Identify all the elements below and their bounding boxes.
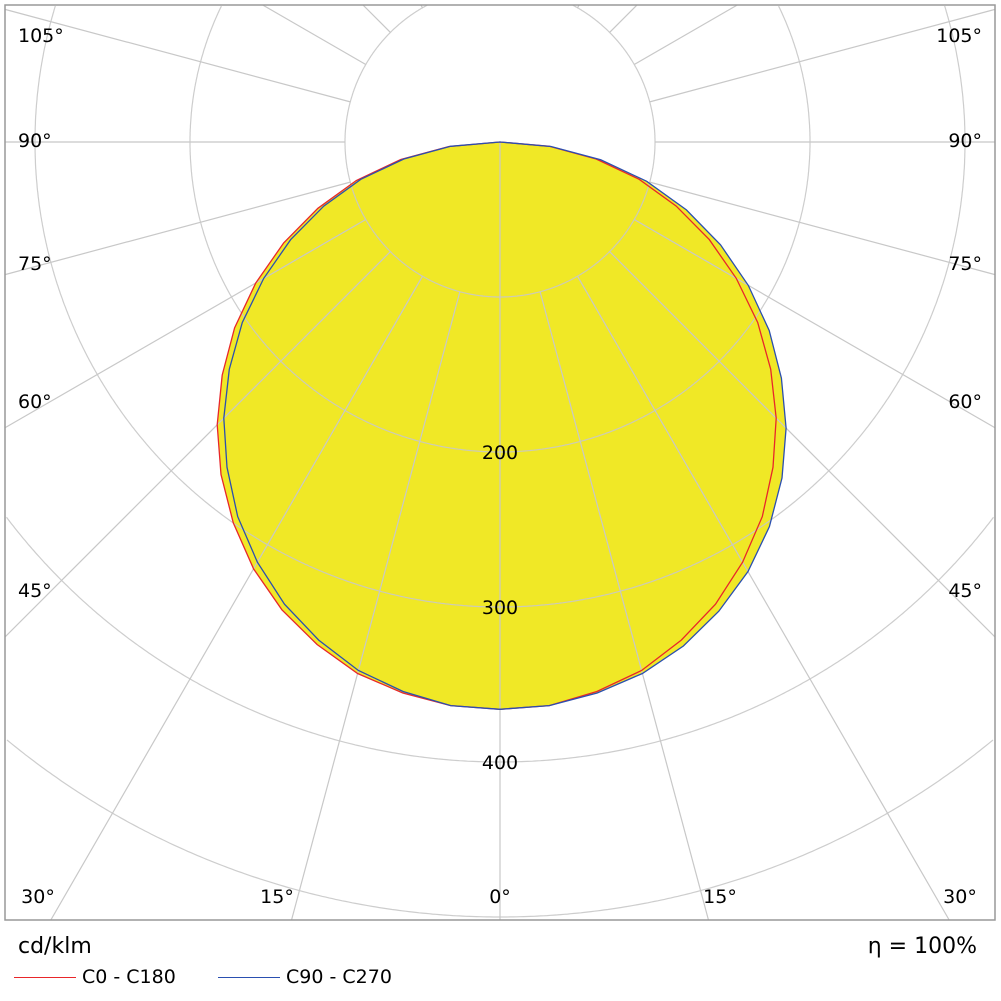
legend-label: C90 - C270 [286,966,392,988]
grid-radial-line [262,4,367,66]
radial-tick-label: 200 [482,442,518,464]
angle-label: 105° [936,25,982,47]
angle-label: 60° [18,391,52,413]
grid-radial-line [633,218,996,429]
grid-radial-line [609,4,638,33]
grid-radial-line [4,8,351,103]
angle-label: 75° [18,253,52,275]
grid-radial-line [576,275,950,921]
angle-label: 75° [948,253,982,275]
angle-label: 30° [21,886,55,908]
angle-label: 0° [489,886,511,908]
radial-tick-label: 400 [482,752,518,774]
unit-label: cd/klm [18,934,92,959]
angle-label: 45° [18,580,52,602]
grid-circle [344,4,656,298]
angle-label: 90° [948,130,982,152]
angle-label: 45° [948,580,982,602]
intensity-fill [217,142,787,710]
legend-swatch [14,976,76,978]
grid-circle [6,739,994,918]
angle-label: 30° [943,886,977,908]
grid-radial-line [609,251,996,638]
grid-radial-line [290,291,461,921]
grid-circle [189,5,811,453]
angle-label: 15° [703,886,737,908]
grid-radial-line [362,4,391,33]
legend-item-c90: C90 - C270 [218,966,392,988]
grid-radial-line [649,181,996,276]
angle-label: 90° [18,130,52,152]
grid-radial-line [649,8,996,103]
legend-label: C0 - C180 [82,966,176,988]
grid-circle [34,5,966,608]
grid-radial-line [633,4,738,66]
grid-circle [6,516,994,763]
grid-radial-line [539,291,710,921]
efficiency-label: η = 100% [867,934,977,959]
angle-label: 15° [260,886,294,908]
grid-radial-line [4,181,351,276]
legend-swatch [218,976,280,978]
series-curve-1 [223,141,787,710]
angle-label: 105° [18,25,64,47]
grid-radial-line [4,218,367,429]
plot-frame [4,4,996,921]
radial-tick-label: 300 [482,597,518,619]
grid-radial-line [50,275,424,921]
legend-item-c0: C0 - C180 [14,966,176,988]
angle-label: 60° [948,391,982,413]
plot-area [4,4,996,921]
grid-radial-line [4,251,391,638]
